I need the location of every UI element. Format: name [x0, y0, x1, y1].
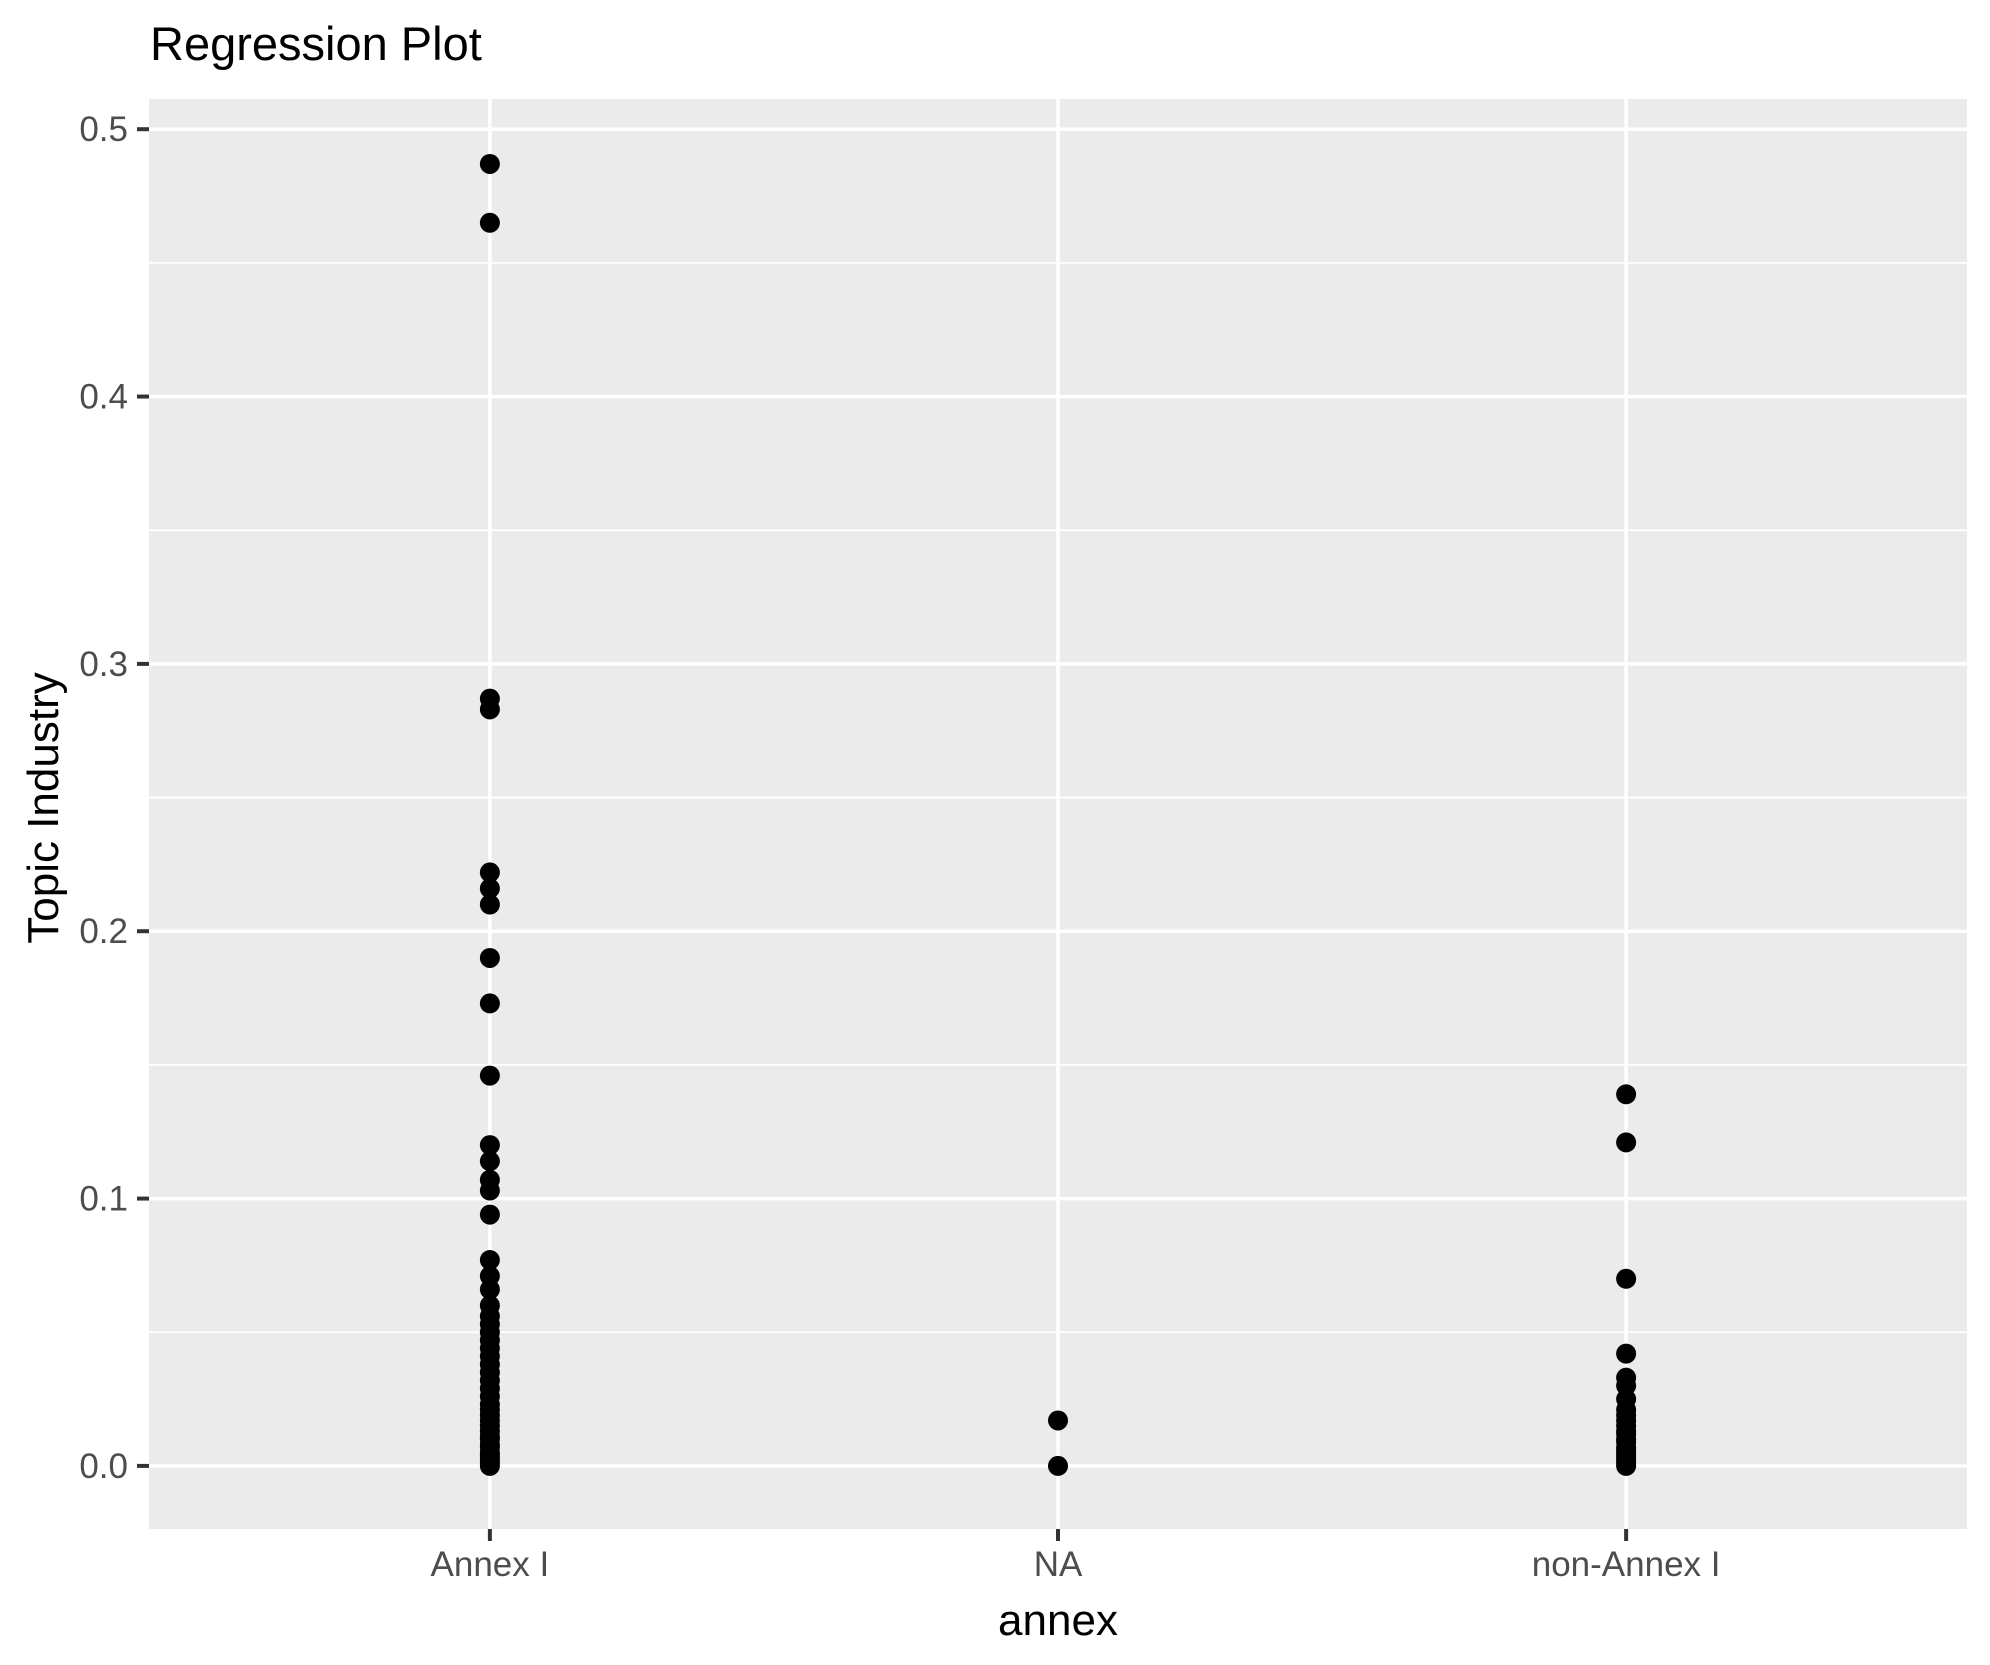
data-point — [479, 212, 500, 233]
data-point — [479, 894, 500, 915]
x-tick-label: NA — [1034, 1545, 1083, 1584]
data-point — [479, 699, 500, 720]
data-point — [479, 1455, 500, 1476]
data-point — [1616, 1132, 1637, 1153]
data-point — [479, 878, 500, 899]
data-point — [479, 1204, 500, 1225]
y-tick-label: 0.2 — [79, 912, 128, 951]
data-point — [479, 1250, 500, 1271]
data-point — [479, 1279, 500, 1300]
data-point — [479, 1065, 500, 1086]
data-point — [1616, 1343, 1637, 1364]
y-tick-label: 0.1 — [79, 1180, 128, 1219]
data-point — [479, 1151, 500, 1172]
data-point — [479, 1180, 500, 1201]
data-point — [1616, 1084, 1637, 1105]
y-tick-label: 0.0 — [79, 1447, 128, 1486]
y-tick-label: 0.5 — [79, 110, 128, 149]
x-tick-label: non-Annex I — [1532, 1545, 1721, 1584]
data-point — [479, 862, 500, 883]
data-point — [1048, 1410, 1068, 1431]
y-axis-title: Topic Industry — [19, 672, 68, 944]
data-point — [479, 1135, 500, 1156]
data-point — [479, 947, 500, 968]
data-point — [1616, 1455, 1637, 1476]
data-point — [1616, 1268, 1637, 1289]
y-tick-label: 0.4 — [79, 378, 128, 417]
x-axis-title: annex — [998, 1596, 1118, 1645]
data-point — [479, 993, 500, 1014]
plot-title: Regression Plot — [150, 17, 482, 70]
data-point — [1048, 1455, 1068, 1476]
y-tick-label: 0.3 — [79, 645, 128, 684]
data-point — [479, 153, 500, 174]
x-tick-label: Annex I — [431, 1545, 550, 1584]
